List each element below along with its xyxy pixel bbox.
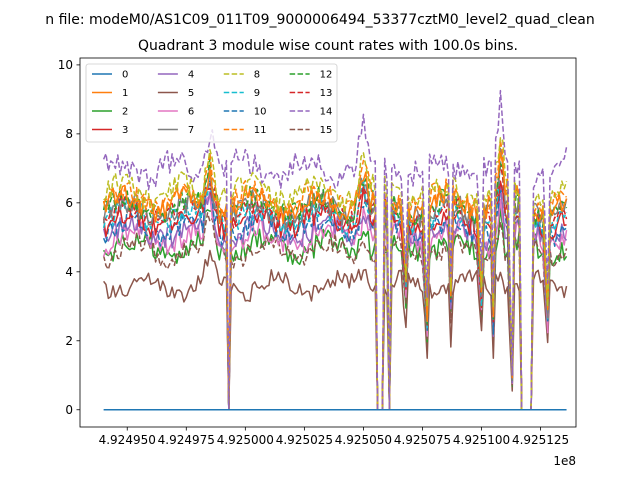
- series-line-14: [102, 89, 568, 411]
- legend-label-3: 3: [122, 125, 128, 136]
- y-tick-label: 4: [65, 265, 73, 279]
- legend-label-13: 13: [320, 88, 333, 99]
- series-line-5: [103, 249, 568, 411]
- series-line-15: [102, 212, 568, 411]
- y-tick-label: 10: [58, 58, 73, 72]
- plot-title: Quadrant 3 module wise count rates with …: [138, 38, 518, 54]
- series-line-1: [102, 151, 568, 411]
- legend-label-9: 9: [254, 88, 260, 99]
- x-tick-label: 4.925025: [276, 433, 333, 447]
- x-tick-label: 4.924950: [99, 433, 156, 447]
- x-tick-label: 4.925075: [394, 433, 451, 447]
- x-tick-label: 4.925100: [453, 433, 510, 447]
- y-tick-label: 6: [65, 196, 73, 210]
- series-line-4: [102, 185, 568, 411]
- legend-label-5: 5: [188, 88, 194, 99]
- y-tick-label: 0: [65, 403, 73, 417]
- x-offset-text: 1e8: [553, 454, 576, 468]
- series-line-3: [102, 180, 567, 411]
- legend-label-10: 10: [254, 107, 267, 118]
- x-tick-label: 4.924975: [158, 433, 215, 447]
- series-line-2: [102, 207, 568, 411]
- series-layer: [102, 89, 568, 411]
- legend-label-1: 1: [122, 88, 128, 99]
- legend-label-2: 2: [122, 107, 128, 118]
- y-tick-label: 2: [65, 334, 73, 348]
- legend-label-0: 0: [122, 70, 128, 81]
- axes-frame: [79, 57, 577, 428]
- x-tick-label: 4.925125: [512, 433, 569, 447]
- legend-label-14: 14: [320, 107, 333, 118]
- y-axis: 0 2 4 6 8 10: [58, 58, 80, 417]
- legend-label-4: 4: [188, 70, 194, 81]
- legend-label-12: 12: [320, 70, 333, 81]
- figure-suptitle: n file: modeM0/AS1C09_011T09_9000006494_…: [45, 12, 594, 28]
- series-line-11: [102, 139, 568, 411]
- legend-box: [85, 63, 338, 143]
- y-tick-label: 8: [65, 127, 73, 141]
- legend-label-6: 6: [188, 107, 194, 118]
- x-tick-label: 4.925000: [217, 433, 274, 447]
- x-axis: 4.924950 4.924975 4.925000 4.925025 4.925050…: [99, 427, 569, 447]
- legend-label-11: 11: [254, 125, 267, 136]
- legend-label-7: 7: [188, 125, 194, 136]
- series-line-8: [103, 136, 568, 411]
- x-tick-label: 4.925050: [335, 433, 392, 447]
- legend-label-8: 8: [254, 70, 260, 81]
- series-line-13: [103, 162, 568, 411]
- legend-label-15: 15: [320, 125, 333, 136]
